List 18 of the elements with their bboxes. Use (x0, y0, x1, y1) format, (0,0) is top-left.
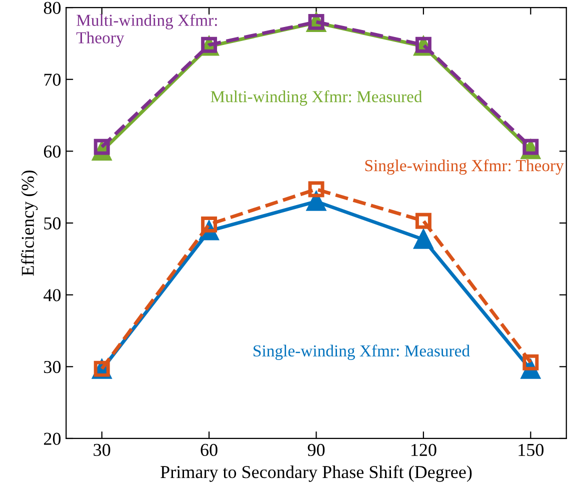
x-tick-label: 120 (411, 444, 436, 456)
x-tick-label: 60 (200, 444, 218, 456)
series-label: Multi-winding Xfmr: Measured (210, 90, 422, 106)
y-tick-label: 80 (44, 2, 61, 14)
x-tick-label: 150 (518, 444, 544, 456)
y-tick-label: 40 (44, 289, 61, 302)
x-axis-title: Primary to Secondary Phase Shift (Degree) (160, 465, 472, 482)
series-label: Single-winding Xfmr: Measured (254, 344, 470, 360)
x-tick-label: 30 (94, 444, 110, 456)
series-label: Multi-winding Xfmr: Theory (76, 14, 217, 47)
y-tick-label: 20 (44, 432, 61, 445)
y-tick-label: 30 (44, 360, 61, 374)
y-axis-title: Efficiency (%) (21, 170, 38, 276)
y-tick-label: 50 (44, 217, 61, 230)
series-label: Single-winding Xfmr: Theory (365, 159, 564, 175)
y-tick-label: 60 (44, 145, 61, 158)
x-tick-label: 90 (308, 444, 325, 456)
y-tick-label: 70 (44, 74, 61, 86)
